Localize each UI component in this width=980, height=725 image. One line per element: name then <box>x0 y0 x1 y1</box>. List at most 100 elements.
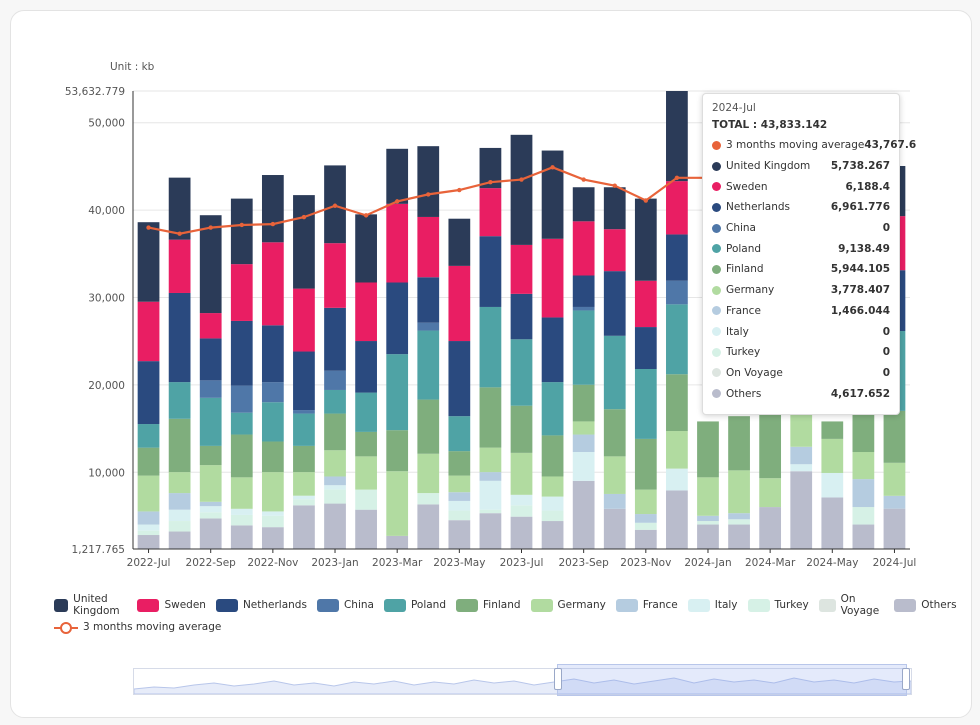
bar-segment[interactable] <box>852 410 875 453</box>
bar-segment[interactable] <box>510 516 533 549</box>
line-point[interactable] <box>177 231 182 236</box>
bar-segment[interactable] <box>324 243 346 308</box>
bar-segment[interactable] <box>324 485 346 490</box>
bar-segment[interactable] <box>634 489 657 515</box>
legend-item[interactable]: Sweden <box>137 598 206 612</box>
bar-segment[interactable] <box>603 271 626 336</box>
bar-segment[interactable] <box>261 382 284 403</box>
bar-segment[interactable] <box>293 499 315 506</box>
bar-segment[interactable] <box>790 464 813 472</box>
bar-segment[interactable] <box>572 384 595 422</box>
bar-segment[interactable] <box>386 203 409 283</box>
bar-segment[interactable] <box>355 282 377 342</box>
line-point[interactable] <box>394 199 400 204</box>
bar-segment[interactable] <box>666 181 688 235</box>
bar-segment[interactable] <box>324 489 346 504</box>
bar-segment[interactable] <box>448 451 471 476</box>
legend-item[interactable]: Poland <box>383 598 446 612</box>
bar-segment[interactable] <box>261 402 284 442</box>
bar-segment[interactable] <box>168 382 191 419</box>
bar-segment[interactable] <box>199 465 222 502</box>
bar-segment[interactable] <box>883 508 906 549</box>
bar-segment[interactable] <box>790 412 813 447</box>
bar-segment[interactable] <box>510 293 533 340</box>
bar-segment[interactable] <box>603 493 626 509</box>
bar-segment[interactable] <box>666 280 688 305</box>
bar-segment[interactable] <box>168 493 191 510</box>
data-zoom-slider[interactable] <box>133 664 912 696</box>
bar-segment[interactable] <box>137 447 160 476</box>
line-point[interactable] <box>457 187 462 193</box>
bar-segment[interactable] <box>386 471 409 536</box>
line-point[interactable] <box>270 221 276 227</box>
bar-segment[interactable] <box>572 306 595 311</box>
bar-segment[interactable] <box>541 317 564 383</box>
bar-segment[interactable] <box>199 215 222 314</box>
bar-segment[interactable] <box>852 479 875 508</box>
bar-segment[interactable] <box>697 515 719 522</box>
bar-segment[interactable] <box>728 513 750 520</box>
bar-segment[interactable] <box>168 472 191 494</box>
bar-segment[interactable] <box>572 480 595 549</box>
legend-item[interactable]: Others <box>894 598 957 612</box>
bar-segment[interactable] <box>168 531 191 549</box>
legend-item[interactable]: Germany <box>530 598 606 612</box>
bar-segment[interactable] <box>137 301 160 362</box>
bar-segment[interactable] <box>572 310 595 385</box>
bar-segment[interactable] <box>199 380 222 398</box>
bar-segment[interactable] <box>293 288 315 352</box>
legend-item[interactable]: Italy <box>687 598 738 612</box>
bar-segment[interactable] <box>355 392 377 432</box>
bar-segment[interactable] <box>355 214 377 283</box>
bar-segment[interactable] <box>448 341 471 417</box>
legend-item[interactable]: Turkey <box>747 598 809 612</box>
line-point[interactable] <box>146 225 151 230</box>
bar-segment[interactable] <box>697 524 719 549</box>
bar-segment[interactable] <box>168 177 191 240</box>
bar-segment[interactable] <box>883 410 906 463</box>
bar-segment[interactable] <box>603 456 626 494</box>
bar-segment[interactable] <box>572 452 595 481</box>
bar-segment[interactable] <box>821 421 844 439</box>
bar-segment[interactable] <box>386 148 409 204</box>
bar-segment[interactable] <box>479 387 502 448</box>
bar-segment[interactable] <box>448 520 471 549</box>
line-point[interactable] <box>612 183 617 188</box>
bar-segment[interactable] <box>603 409 626 457</box>
bar-segment[interactable] <box>603 187 626 230</box>
bar-segment[interactable] <box>479 236 502 307</box>
bar-segment[interactable] <box>261 325 284 383</box>
line-point[interactable] <box>208 225 213 230</box>
bar-segment[interactable] <box>293 495 315 500</box>
bar-segment[interactable] <box>510 339 533 406</box>
line-point[interactable] <box>550 165 555 170</box>
bar-segment[interactable] <box>386 535 409 549</box>
bar-segment[interactable] <box>168 292 191 383</box>
line-point[interactable] <box>488 179 493 185</box>
bar-segment[interactable] <box>355 341 377 393</box>
bar-segment[interactable] <box>293 410 315 414</box>
bar-segment[interactable] <box>261 441 284 473</box>
line-point[interactable] <box>239 222 244 228</box>
bar-segment[interactable] <box>230 385 253 413</box>
bar-segment[interactable] <box>293 445 315 473</box>
bar-segment[interactable] <box>324 450 346 477</box>
bar-segment[interactable] <box>168 509 191 522</box>
bar-segment[interactable] <box>821 472 844 498</box>
bar-segment[interactable] <box>324 413 346 451</box>
bar-segment[interactable] <box>261 242 284 326</box>
legend-item[interactable]: Finland <box>456 598 521 612</box>
bar-segment[interactable] <box>355 456 377 490</box>
bar-segment[interactable] <box>479 188 502 237</box>
bar-segment[interactable] <box>479 306 502 388</box>
bar-segment[interactable] <box>137 524 160 531</box>
bar-segment[interactable] <box>634 280 657 328</box>
bar-segment[interactable] <box>759 478 782 508</box>
bar-segment[interactable] <box>479 509 502 514</box>
bar-segment[interactable] <box>261 515 284 528</box>
bar-segment[interactable] <box>479 513 502 549</box>
bar-segment[interactable] <box>666 490 688 549</box>
line-point[interactable] <box>643 198 649 203</box>
line-point[interactable] <box>363 213 369 218</box>
